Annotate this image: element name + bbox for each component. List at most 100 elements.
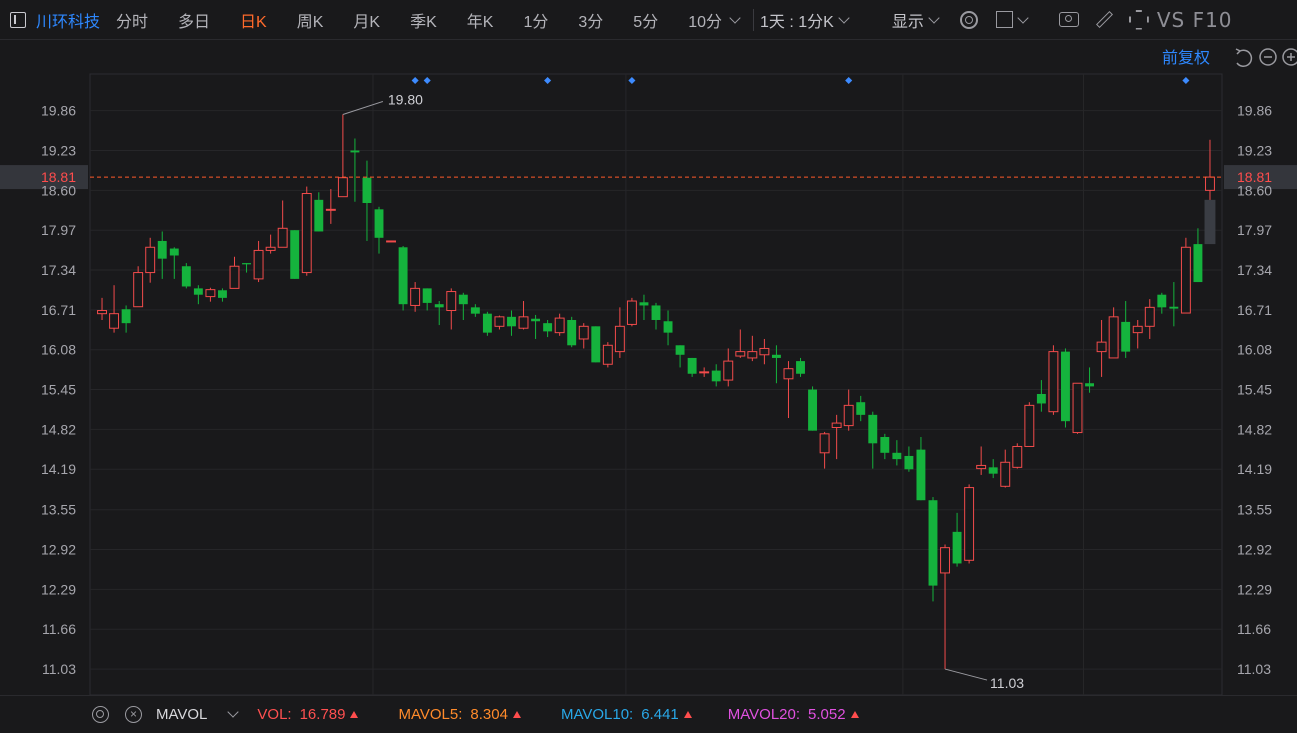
candle (952, 512, 962, 567)
tab-10min[interactable]: 10分 (688, 13, 723, 31)
settings-gear-icon[interactable] (959, 10, 978, 29)
candle-body (458, 294, 468, 305)
candle (916, 436, 926, 501)
candle-body (567, 319, 577, 346)
candle (1085, 367, 1095, 393)
layout-square-icon[interactable] (995, 11, 1013, 28)
stock-name[interactable]: 川环科技 (36, 13, 101, 31)
tab-intraday[interactable]: 分时 (116, 13, 149, 31)
candle (181, 263, 191, 289)
vs-f10-button[interactable]: VS F10 (1156, 7, 1233, 32)
candle-body (1108, 316, 1119, 359)
candle-body (193, 288, 203, 295)
candle (410, 282, 421, 312)
candle-body (157, 240, 167, 259)
candle-body (314, 199, 324, 232)
candle (1108, 307, 1119, 359)
tab-quarterly-k[interactable]: 季K (410, 13, 437, 31)
indicator-name[interactable]: MAVOL (156, 706, 208, 723)
candle (205, 287, 216, 302)
candlestick-chart[interactable]: 19.80 11.03 18.81 18.81 19.86 19.86 19.23 19.2… (0, 40, 1297, 695)
candle (386, 240, 397, 243)
up-arrow-icon (350, 711, 359, 718)
period-chevron-icon[interactable] (838, 11, 850, 24)
draw-pencil-icon[interactable] (1095, 11, 1113, 29)
candle-body (265, 246, 276, 251)
candle-body (591, 326, 601, 363)
y-tick-left: 13.55 (41, 502, 76, 518)
tab-3min[interactable]: 3分 (578, 13, 604, 31)
tab-multi-day[interactable]: 多日 (178, 13, 211, 31)
candle-body (362, 177, 372, 204)
zoom-in-icon[interactable] (1282, 48, 1297, 66)
candle (325, 189, 336, 224)
candle (687, 357, 697, 377)
candle (109, 285, 120, 333)
candle (988, 459, 998, 479)
candle-body (988, 467, 998, 474)
candle-body (819, 433, 830, 454)
vol-label: VOL: (257, 706, 292, 723)
display-chevron-icon[interactable] (928, 11, 940, 24)
candle-body (386, 240, 397, 243)
candle-body (723, 360, 734, 381)
indicator-chevron-icon[interactable] (227, 706, 240, 718)
candle (1072, 382, 1083, 434)
tab-1min[interactable]: 1分 (523, 13, 549, 31)
display-button[interactable]: 显示 (891, 13, 924, 31)
zoom-out-icon[interactable] (1259, 48, 1277, 66)
candle-body (831, 422, 842, 429)
candle (735, 329, 746, 358)
y-tick-left: 12.29 (41, 581, 76, 597)
candle-body (337, 177, 348, 198)
candle (121, 305, 131, 333)
candle-body (747, 351, 758, 359)
tab-5min[interactable]: 5分 (633, 13, 659, 31)
candle-body (916, 449, 926, 501)
tab-weekly-k[interactable]: 周K (296, 13, 324, 31)
y-tick-right: 19.86 (1237, 103, 1272, 119)
candle-body (1072, 382, 1083, 434)
candle-body (446, 291, 457, 312)
candle-body (771, 354, 781, 358)
candle-body (796, 361, 805, 374)
candle (904, 446, 914, 472)
candle (1024, 402, 1035, 447)
candle (169, 247, 179, 279)
candle-body (856, 402, 866, 415)
layout-chevron-icon[interactable] (1017, 11, 1029, 24)
y-tick-left: 17.97 (41, 222, 76, 238)
candle (337, 114, 348, 198)
min-leader-line (944, 668, 988, 681)
y-tick-left: 19.23 (41, 143, 76, 159)
current-price-tag-left (0, 165, 88, 190)
close-indicator-icon[interactable]: × (125, 706, 142, 723)
candle (301, 186, 312, 276)
candle-body (1000, 461, 1011, 487)
sidebar-toggle-icon[interactable] (10, 11, 26, 28)
y-tick-right: 19.23 (1237, 143, 1272, 159)
y-tick-right: 14.19 (1237, 461, 1272, 477)
candle (350, 138, 360, 202)
indicator-settings-gear-icon[interactable] (92, 706, 109, 723)
screenshot-camera-icon[interactable] (1058, 12, 1079, 27)
tab-daily-k[interactable]: 日K (240, 13, 267, 31)
period-selector[interactable]: 1天 : 1分K (760, 13, 834, 31)
adjust-mode-button[interactable]: 前复权 (1162, 49, 1210, 67)
candle (639, 294, 649, 320)
candle-body (783, 368, 794, 380)
candle-body (1012, 445, 1023, 468)
candle (1144, 299, 1155, 339)
candle (157, 231, 167, 279)
tab-monthly-k[interactable]: 月K (353, 13, 381, 31)
candle (482, 311, 492, 336)
event-marker-icon (411, 76, 419, 85)
mavol10-label: MAVOL10: (560, 706, 634, 723)
candle-body (109, 313, 120, 329)
y-tick-left: 12.92 (41, 542, 76, 558)
tab-yearly-k[interactable]: 年K (466, 13, 494, 31)
undo-icon[interactable] (1235, 48, 1253, 67)
candle (651, 302, 661, 330)
candle-body (554, 317, 565, 334)
fullscreen-icon[interactable] (1129, 10, 1149, 30)
